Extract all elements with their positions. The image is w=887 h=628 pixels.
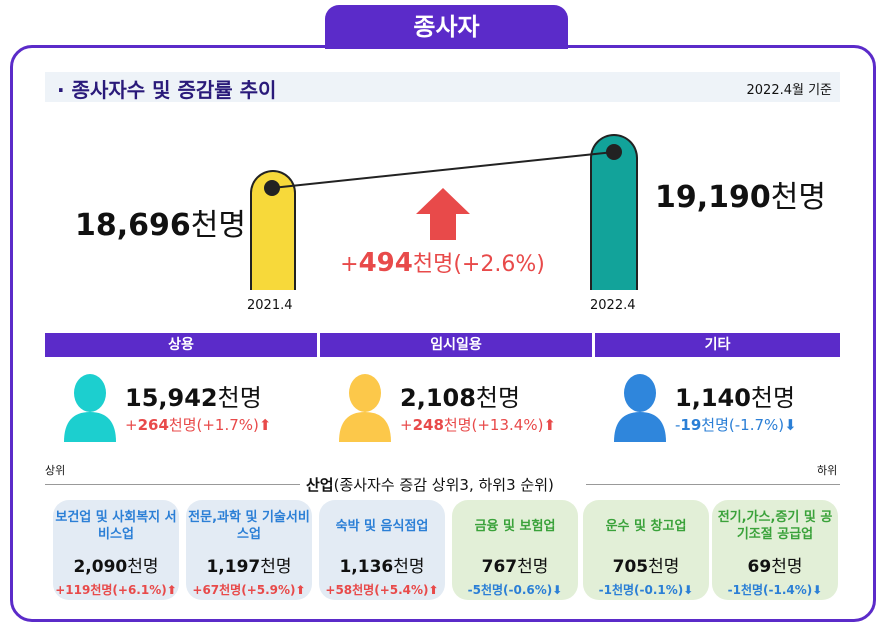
industry-card: 숙박 및 음식점업 1,136천명 +58천명(+5.4%)⬆ bbox=[319, 500, 445, 600]
industry-change: +58천명(+5.4%)⬆ bbox=[325, 583, 439, 597]
total-change: +494천명(+2.6%) bbox=[340, 248, 545, 278]
category-value: 15,942천명 bbox=[125, 384, 262, 412]
divider-right bbox=[586, 484, 840, 485]
industry-change: +119천명(+6.1%)⬆ bbox=[55, 583, 177, 597]
arrow-down-icon: ⬇ bbox=[812, 583, 823, 597]
arrow-up-icon: ⬆ bbox=[166, 583, 177, 597]
industry-card: 전문,과학 및 기술서비스업 1,197천명 +67천명(+5.9%)⬆ bbox=[186, 500, 312, 600]
arrow-down-icon: ⬇ bbox=[784, 416, 797, 434]
dot-2021 bbox=[264, 180, 280, 196]
category-value: 1,140천명 bbox=[675, 384, 796, 412]
content-frame bbox=[10, 45, 876, 622]
page-title-tab: 종사자 bbox=[325, 5, 568, 49]
category-value: 2,108천명 bbox=[400, 384, 521, 412]
industry-value: 1,197천명 bbox=[206, 557, 292, 577]
value-2021: 18,696천명 bbox=[75, 208, 246, 243]
industry-change: -1천명(-0.1%)⬇ bbox=[598, 583, 694, 597]
industry-name: 전문,과학 및 기술서비스업 bbox=[188, 510, 310, 542]
person-icon bbox=[64, 374, 116, 442]
year-label-2022: 2022.4 bbox=[590, 298, 636, 313]
person-icon bbox=[614, 374, 666, 442]
industry-change: -5천명(-0.6%)⬇ bbox=[467, 583, 563, 597]
top-label: 상위 bbox=[45, 464, 66, 477]
arrow-up-icon: ⬆ bbox=[428, 583, 439, 597]
arrow-up-icon bbox=[416, 188, 470, 240]
arrow-up-icon: ⬆ bbox=[258, 416, 272, 434]
industry-name: 보건업 및 사회복지 서비스업 bbox=[55, 510, 177, 542]
industry-card: 보건업 및 사회복지 서비스업 2,090천명 +119천명(+6.1%)⬆ bbox=[53, 500, 179, 600]
industry-change: -1천명(-1.4%)⬇ bbox=[727, 583, 823, 597]
category-change: +264천명(+1.7%)⬆ bbox=[125, 416, 272, 434]
industry-value: 2,090천명 bbox=[73, 557, 159, 577]
arrow-up-icon: ⬆ bbox=[295, 583, 306, 597]
industry-card: 금융 및 보험업 767천명 -5천명(-0.6%)⬇ bbox=[452, 500, 578, 600]
industry-value: 767천명 bbox=[481, 557, 549, 577]
header-temporary: 임시일용 bbox=[320, 333, 592, 357]
arrow-down-icon: ⬇ bbox=[683, 583, 694, 597]
industry-change: +67천명(+5.9%)⬆ bbox=[192, 583, 306, 597]
header-other: 기타 bbox=[595, 333, 840, 357]
industry-value: 705천명 bbox=[612, 557, 680, 577]
category-change: -19천명(-1.7%)⬇ bbox=[675, 416, 797, 434]
industry-value: 69천명 bbox=[747, 557, 803, 577]
value-2022: 19,190천명 bbox=[655, 180, 826, 215]
category-change: +248천명(+13.4%)⬆ bbox=[400, 416, 557, 434]
industry-name: 운수 및 창고업 bbox=[605, 518, 687, 534]
section-title: · 종사자수 및 증감률 추이 bbox=[57, 78, 277, 102]
arrow-up-icon: ⬆ bbox=[543, 416, 557, 434]
header-regular: 상용 bbox=[45, 333, 317, 357]
section-header: · 종사자수 및 증감률 추이 2022.4월 기준 bbox=[45, 72, 840, 102]
industry-card: 전기,가스,증기 및 공기조절 공급업 69천명 -1천명(-1.4%)⬇ bbox=[712, 500, 838, 600]
industry-name: 전기,가스,증기 및 공기조절 공급업 bbox=[717, 510, 833, 542]
divider-left bbox=[45, 484, 300, 485]
industry-name: 숙박 및 음식점업 bbox=[335, 518, 429, 534]
industry-title: 산업(종사자수 증감 상위3, 하위3 순위) bbox=[306, 476, 554, 494]
year-label-2021: 2021.4 bbox=[247, 298, 293, 313]
industry-name: 금융 및 보험업 bbox=[474, 518, 556, 534]
industry-card: 운수 및 창고업 705천명 -1천명(-0.1%)⬇ bbox=[583, 500, 709, 600]
person-icon bbox=[339, 374, 391, 442]
industry-value: 1,136천명 bbox=[339, 557, 425, 577]
arrow-down-icon: ⬇ bbox=[552, 583, 563, 597]
bar-2022 bbox=[590, 134, 638, 290]
basis-date: 2022.4월 기준 bbox=[746, 83, 833, 98]
bottom-label: 하위 bbox=[817, 464, 838, 477]
dot-2022 bbox=[606, 144, 622, 160]
